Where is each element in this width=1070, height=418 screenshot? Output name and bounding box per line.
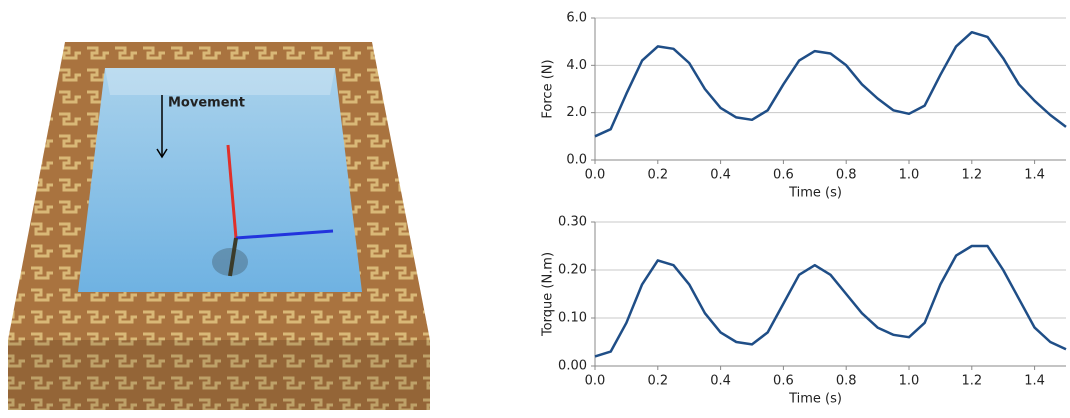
- pool-wall: [105, 68, 335, 95]
- y-axis-label: Force (N): [541, 59, 556, 118]
- y-tick-label: 0.0: [566, 153, 587, 168]
- x-tick-label: 1.4: [1024, 168, 1045, 183]
- line: [594, 30, 1067, 138]
- x-axis-label: Time (s): [788, 392, 842, 407]
- annotation: Movement: [168, 96, 245, 111]
- stick: [228, 237, 238, 277]
- x-axis-label: Time (s): [788, 186, 842, 201]
- box-front: [8, 340, 430, 410]
- shadow: [212, 248, 248, 276]
- x-tick-label: 0.4: [710, 168, 731, 183]
- y-tick-label: 0.10: [558, 311, 587, 326]
- y-tick-label: 0.20: [558, 263, 587, 278]
- x-tick-label: 1.0: [899, 374, 920, 389]
- x-tick-label: 0.2: [647, 374, 668, 389]
- x-tick-label: 1.4: [1024, 374, 1045, 389]
- box-shade: [8, 340, 430, 410]
- pool: [78, 68, 362, 292]
- y-tick-label: 6.0: [566, 11, 587, 26]
- y-tick-label: 0.30: [558, 215, 587, 230]
- y-tick-label: 4.0: [566, 58, 587, 73]
- x-tick-label: 0.0: [585, 374, 606, 389]
- x-tick-label: 0.0: [585, 168, 606, 183]
- y-tick-label: 2.0: [566, 105, 587, 120]
- x-tick-label: 0.8: [836, 374, 857, 389]
- y-tick-label: 0.00: [558, 359, 587, 374]
- axis-blue: [235, 229, 334, 240]
- x-tick-label: 1.2: [961, 374, 982, 389]
- line: [594, 244, 1067, 358]
- scene: Movement: [8, 42, 430, 410]
- x-tick-label: 1.0: [899, 168, 920, 183]
- x-tick-label: 1.2: [961, 168, 982, 183]
- x-tick-label: 0.2: [647, 168, 668, 183]
- y-axis-label: Torque (N.m): [541, 252, 556, 337]
- x-tick-label: 0.6: [773, 374, 794, 389]
- arrow-head: [156, 148, 168, 159]
- x-tick-label: 0.8: [836, 168, 857, 183]
- axis-red: [226, 144, 238, 239]
- x-tick-label: 0.6: [773, 168, 794, 183]
- x-tick-label: 0.4: [710, 374, 731, 389]
